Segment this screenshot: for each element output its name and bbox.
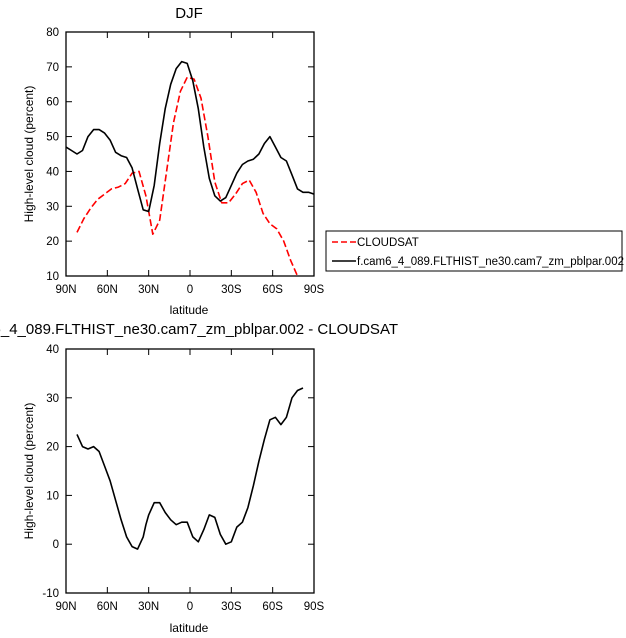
y-tick-label: 70 (46, 62, 59, 74)
top-chart-series (66, 60, 314, 276)
bottom-chart-y-axis-label: High-level cloud (percent) (22, 403, 36, 540)
y-tick-label: 10 (46, 490, 59, 502)
x-tick-label: 0 (187, 601, 193, 613)
y-tick-label: -10 (42, 588, 59, 600)
top-chart-y-ticks: 10 20 30 40 50 60 70 80 (46, 27, 314, 283)
top-chart-plot-frame (65, 31, 315, 277)
x-tick-label: 0 (187, 284, 193, 296)
x-tick-label: 90S (304, 284, 325, 296)
bottom-chart-title: m6_4_089.FLTHIST_ne30.cam7_zm_pblpar.002… (0, 321, 398, 338)
y-tick-label: 40 (46, 344, 59, 356)
y-tick-label: 50 (46, 132, 59, 144)
x-tick-label: 90N (55, 601, 76, 613)
x-tick-label: 60N (97, 284, 118, 296)
bottom-chart-x-axis-label: latitude (170, 621, 209, 635)
legend-label-model: f.cam6_4_089.FLTHIST_ne30.cam7_zm_pblpar… (357, 256, 624, 268)
legend-label-cloudsat: CLOUDSAT (357, 237, 419, 249)
bottom-chart-plot-frame (65, 348, 315, 594)
bottom-chart-x-ticks: 90N 60N 30N 0 30S 60S 90S (55, 349, 325, 613)
top-chart-y-axis-label: High-level cloud (percent) (22, 86, 36, 223)
legend: CLOUDSAT f.cam6_4_089.FLTHIST_ne30.cam7_… (325, 230, 624, 272)
x-tick-label: 60S (262, 601, 283, 613)
y-tick-label: 30 (46, 201, 59, 213)
y-tick-label: 0 (53, 539, 59, 551)
top-chart: DJF 10 20 30 40 50 60 70 80 90N 60N 30N 0 30S 60S 90S… (22, 5, 325, 317)
bottom-chart-series (76, 387, 304, 550)
x-tick-label: 90N (55, 284, 76, 296)
y-tick-label: 40 (46, 166, 59, 178)
y-tick-label: 10 (46, 271, 59, 283)
top-chart-x-ticks: 90N 60N 30N 0 30S 60S 90S (55, 32, 325, 296)
x-tick-label: 60S (262, 284, 283, 296)
bottom-chart-y-ticks: -10 0 10 20 30 40 (42, 344, 314, 600)
x-tick-label: 30N (138, 284, 159, 296)
x-tick-label: 90S (304, 601, 325, 613)
series-line-0 (76, 76, 299, 276)
x-tick-label: 30S (221, 601, 242, 613)
x-tick-label: 30S (221, 284, 242, 296)
x-tick-label: 30N (138, 601, 159, 613)
y-tick-label: 20 (46, 442, 59, 454)
legend-box (325, 230, 623, 272)
y-tick-label: 80 (46, 27, 59, 39)
bottom-chart: m6_4_089.FLTHIST_ne30.cam7_zm_pblpar.002… (0, 321, 398, 635)
y-tick-label: 30 (46, 393, 59, 405)
series-line-0 (76, 387, 304, 550)
top-chart-x-axis-label: latitude (170, 303, 209, 317)
y-tick-label: 20 (46, 236, 59, 248)
top-chart-title: DJF (175, 5, 203, 22)
y-tick-label: 60 (46, 97, 59, 109)
x-tick-label: 60N (97, 601, 118, 613)
series-line-1 (66, 60, 314, 213)
